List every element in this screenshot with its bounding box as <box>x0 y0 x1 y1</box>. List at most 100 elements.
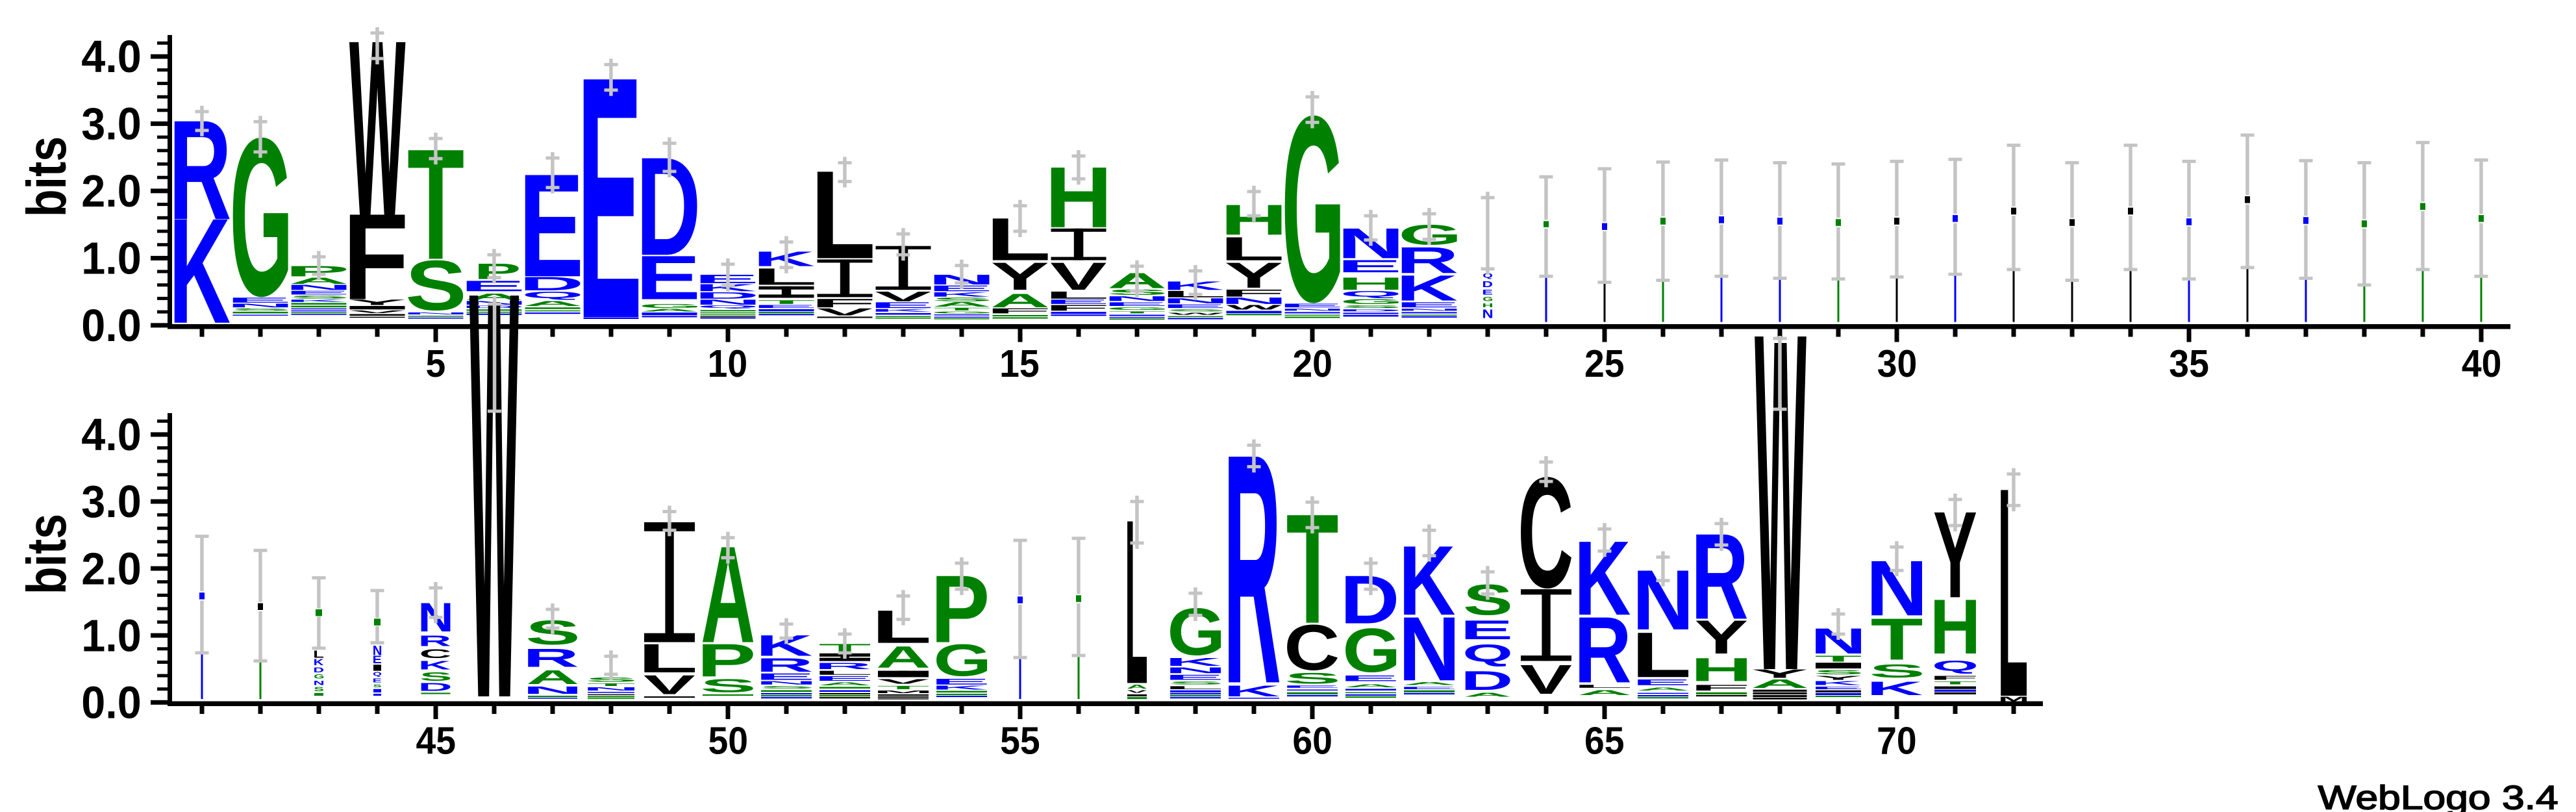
svg-text:50: 50 <box>708 720 749 763</box>
svg-text:E: E <box>1281 685 1341 689</box>
svg-text:N: N <box>1220 296 1288 306</box>
svg-text:D: D <box>519 273 584 294</box>
svg-text:T: T <box>587 683 636 687</box>
svg-text:A: A <box>1402 681 1457 686</box>
svg-text:N: N <box>1164 666 1226 675</box>
svg-text:E: E <box>1810 686 1864 690</box>
svg-text:E: E <box>636 243 701 312</box>
svg-text:W: W <box>350 0 406 267</box>
svg-text:L: L <box>1164 685 1224 690</box>
svg-text:E: E <box>753 304 818 309</box>
svg-text:A: A <box>1464 692 1512 698</box>
svg-text:3.0: 3.0 <box>81 99 141 149</box>
svg-text:Y: Y <box>1751 667 1808 681</box>
svg-text:H: H <box>1930 584 1981 670</box>
svg-text:S: S <box>373 684 381 689</box>
svg-text:65: 65 <box>1584 720 1625 763</box>
svg-text:P: P <box>474 259 521 284</box>
svg-text:Y: Y <box>1814 675 1862 681</box>
svg-text:A: A <box>526 666 579 688</box>
svg-text:S: S <box>1814 669 1864 676</box>
svg-text:F: F <box>810 296 877 310</box>
svg-text:K: K <box>1396 268 1458 309</box>
svg-text:A: A <box>640 309 699 312</box>
svg-text:A: A <box>1636 687 1690 691</box>
svg-text:A: A <box>1577 689 1632 697</box>
svg-text:D: D <box>1338 309 1403 312</box>
svg-text:N: N <box>1103 295 1171 303</box>
svg-text:T: T <box>877 685 930 690</box>
svg-text:V: V <box>875 288 931 304</box>
svg-text:N: N <box>227 303 294 309</box>
svg-text:N: N <box>402 312 469 315</box>
svg-text:G: G <box>1342 615 1401 685</box>
svg-text:E: E <box>1045 298 1110 305</box>
svg-text:N: N <box>523 684 583 696</box>
svg-text:40: 40 <box>2462 342 2502 385</box>
svg-text:E: E <box>755 672 815 682</box>
svg-text:L: L <box>313 648 324 660</box>
svg-text:H: H <box>1337 274 1405 294</box>
svg-text:V: V <box>877 678 929 685</box>
svg-text:R: R <box>814 661 872 671</box>
svg-text:S: S <box>1284 670 1341 687</box>
svg-text:K: K <box>1223 682 1280 700</box>
svg-text:T: T <box>1815 654 1862 663</box>
svg-text:P: P <box>697 635 756 687</box>
svg-text:W: W <box>1227 303 1282 311</box>
svg-text:A: A <box>289 275 349 286</box>
svg-text:V: V <box>816 306 873 317</box>
svg-text:35: 35 <box>2169 342 2209 385</box>
svg-text:K: K <box>1162 279 1224 292</box>
svg-text:A: A <box>990 290 1050 311</box>
svg-text:30: 30 <box>1877 342 1918 385</box>
svg-text:E: E <box>814 675 873 683</box>
svg-text:L: L <box>1573 684 1633 689</box>
svg-text:K: K <box>418 659 451 672</box>
svg-text:F: F <box>1690 683 1750 692</box>
svg-text:D: D <box>418 681 453 693</box>
svg-text:Q: Q <box>1482 273 1493 279</box>
svg-text:L: L <box>1044 290 1110 301</box>
svg-text:L: L <box>638 635 698 681</box>
svg-text:E: E <box>1103 301 1168 307</box>
svg-text:Q: Q <box>1463 639 1513 667</box>
svg-text:15: 15 <box>999 342 1040 385</box>
svg-text:S: S <box>419 670 452 683</box>
svg-text:2.0: 2.0 <box>81 544 141 594</box>
svg-text:N: N <box>285 283 353 291</box>
svg-text:G: G <box>1340 298 1404 305</box>
svg-text:S: S <box>405 246 466 325</box>
svg-text:F: F <box>1929 675 1979 681</box>
svg-text:E: E <box>931 677 990 686</box>
svg-text:T: T <box>1934 681 1977 685</box>
svg-text:E: E <box>285 290 350 296</box>
svg-text:A: A <box>1344 683 1398 688</box>
svg-text:V: V <box>1520 656 1572 703</box>
svg-text:M: M <box>1998 695 2029 703</box>
svg-text:N: N <box>1482 307 1494 321</box>
svg-text:T: T <box>933 307 990 311</box>
svg-text:S: S <box>314 685 324 692</box>
svg-text:A: A <box>1751 677 1808 691</box>
svg-text:F: F <box>1219 288 1286 299</box>
svg-text:C: C <box>1284 612 1340 683</box>
svg-text:E: E <box>869 301 934 310</box>
svg-text:0.0: 0.0 <box>81 678 141 728</box>
svg-text:WebLogo 3.4: WebLogo 3.4 <box>2318 779 2558 812</box>
svg-text:K: K <box>1811 680 1862 686</box>
svg-text:Y: Y <box>348 298 406 307</box>
svg-text:R: R <box>523 644 579 672</box>
svg-text:F: F <box>1044 303 1110 312</box>
svg-text:H: H <box>1690 652 1752 689</box>
svg-text:Y: Y <box>991 255 1049 298</box>
svg-text:bits: bits <box>17 514 78 594</box>
svg-text:5: 5 <box>426 342 446 385</box>
svg-text:E: E <box>373 678 382 684</box>
svg-text:45: 45 <box>416 720 456 763</box>
svg-text:2.0: 2.0 <box>81 166 141 217</box>
svg-text:G: G <box>933 635 992 686</box>
svg-text:Q: Q <box>1340 289 1402 298</box>
svg-text:K: K <box>1399 526 1455 637</box>
svg-text:Q: Q <box>1932 658 1979 674</box>
